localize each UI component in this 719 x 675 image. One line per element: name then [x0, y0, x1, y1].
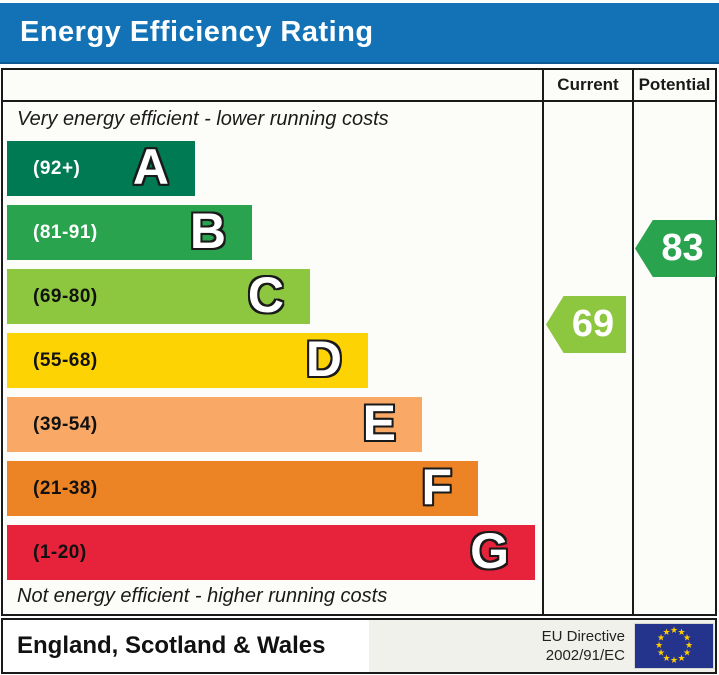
band-d: (55-68) D — [7, 333, 368, 388]
top-note: Very energy efficient - lower running co… — [17, 108, 389, 130]
svg-text:★: ★ — [670, 626, 678, 636]
band-d-range: (55-68) — [33, 349, 98, 371]
band-b-letter: B — [189, 202, 226, 259]
svg-text:★: ★ — [657, 649, 665, 659]
band-c-letter: C — [247, 266, 284, 323]
current-rating-value: 69 — [571, 303, 615, 345]
region-label: England, Scotland & Wales — [17, 632, 326, 659]
header-divider — [3, 100, 715, 102]
band-g-range: (1-20) — [33, 541, 87, 563]
potential-rating-arrow: 83 — [635, 220, 716, 277]
potential-rating-value: 83 — [661, 227, 704, 269]
band-g: (1-20) G — [7, 525, 535, 580]
band-f-range: (21-38) — [33, 477, 98, 499]
svg-text:★: ★ — [677, 654, 685, 664]
band-g-letter: G — [470, 522, 509, 579]
eu-directive-label: EU Directive 2002/91/EC — [542, 627, 625, 665]
svg-text:★: ★ — [662, 654, 670, 664]
svg-text:★: ★ — [683, 634, 691, 644]
band-b: (81-91) B — [7, 205, 252, 260]
svg-text:★: ★ — [677, 628, 685, 638]
page-title: Energy Efficiency Rating — [20, 16, 374, 48]
band-a-letter: A — [132, 138, 169, 195]
svg-text:★: ★ — [662, 628, 670, 638]
band-d-letter: D — [305, 330, 342, 387]
potential-column-header: Potential — [638, 75, 711, 94]
title-bar: Energy Efficiency Rating — [0, 3, 719, 64]
eu-flag-icon: ★ ★ ★ ★ ★ ★ ★ ★ ★ ★ ★ ★ — [634, 623, 714, 669]
eu-directive-line2: 2002/91/EC — [545, 647, 625, 664]
svg-text:★: ★ — [685, 641, 693, 651]
bottom-note: Not energy efficient - higher running co… — [17, 585, 388, 607]
current-rating-arrow: 69 — [546, 296, 626, 353]
band-a-range: (92+) — [33, 157, 81, 179]
current-column-header: Current — [557, 75, 619, 94]
svg-text:★: ★ — [683, 649, 691, 659]
band-f: (21-38) F — [7, 461, 478, 516]
band-c-range: (69-80) — [33, 285, 98, 307]
band-e: (39-54) E — [7, 397, 422, 452]
rating-table: Current Potential Very energy efficient … — [1, 68, 717, 616]
band-c: (69-80) C — [7, 269, 310, 324]
band-f-letter: F — [421, 458, 452, 515]
band-e-letter: E — [362, 394, 396, 451]
column-divider-current — [542, 70, 544, 614]
column-divider-potential — [632, 70, 634, 614]
eu-directive-line1: EU Directive — [541, 628, 625, 645]
footer-bar: England, Scotland & Wales EU Directive 2… — [1, 618, 717, 674]
band-a: (92+) A — [7, 141, 195, 196]
band-b-range: (81-91) — [33, 221, 98, 243]
band-e-range: (39-54) — [33, 413, 98, 435]
svg-text:★: ★ — [657, 634, 665, 644]
svg-text:★: ★ — [655, 641, 663, 651]
svg-text:★: ★ — [670, 656, 678, 666]
